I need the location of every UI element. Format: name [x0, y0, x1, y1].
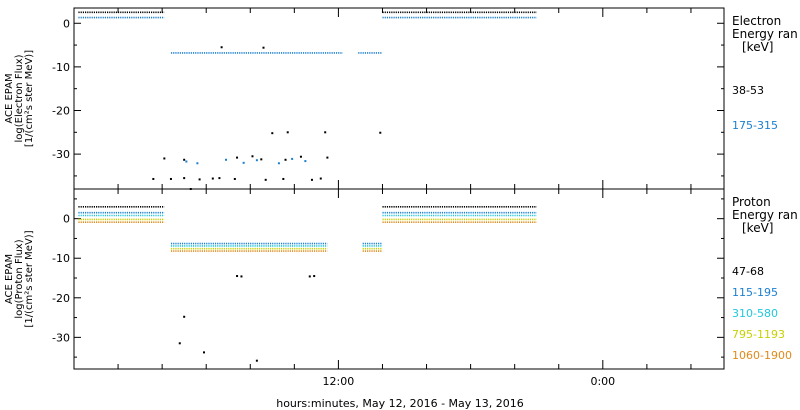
- data-point: [236, 275, 239, 278]
- data-point: [319, 177, 322, 180]
- time-axis-label: hours:minutes, May 12, 2016 - May 13, 20…: [276, 397, 524, 410]
- data-point: [304, 160, 307, 163]
- y-tick-label: -20: [52, 104, 70, 117]
- data-point: [264, 178, 267, 181]
- y-tick-label: -10: [52, 252, 70, 265]
- data-point: [189, 188, 192, 190]
- data-point: [220, 46, 223, 49]
- series-47-68: [78, 188, 537, 362]
- data-point: [310, 178, 313, 181]
- panel-1: 0 -10 -20 -30 ACE EPAMlog(Electron Flux)[1/(…: [4, 7, 798, 190]
- y-axis-label-line: ACE EPAM: [4, 73, 15, 123]
- legend-entry: 47-68: [732, 265, 764, 278]
- data-point: [233, 177, 236, 180]
- data-point: [308, 275, 311, 278]
- data-point: [255, 359, 258, 362]
- data-point: [299, 155, 302, 158]
- data-point: [211, 177, 214, 180]
- data-point: [236, 156, 239, 159]
- data-point: [196, 162, 199, 165]
- legend-units: [keV]: [742, 221, 773, 235]
- data-point: [203, 351, 205, 354]
- data-point: [225, 158, 228, 161]
- y-axis-label-line: [1/(cm²s ster MeV)]: [24, 50, 35, 147]
- data-point: [324, 131, 327, 134]
- y-axis-label: ACE EPAMlog(Proton Flux)[1/(cm²s ster Me…: [4, 230, 35, 327]
- y-axis-label-line: log(Proton Flux): [14, 239, 25, 318]
- legend-subtitle: Energy ran: [732, 27, 798, 41]
- data-point: [169, 177, 172, 180]
- y-axis-label-line: [1/(cm²s ster MeV)]: [24, 230, 35, 327]
- data-point: [185, 160, 188, 163]
- plot-frame: [73, 7, 725, 190]
- data-point: [152, 177, 155, 180]
- panel-2: 0 -10 -20 -30 ACE EPAMlog(Proton Flux)[1/(cm…: [4, 188, 798, 370]
- legend-title: Electron: [732, 14, 781, 28]
- data-point: [251, 155, 254, 158]
- x-tick-label: 12:00: [323, 375, 355, 388]
- y-tick-label: -20: [52, 292, 70, 305]
- data-point: [282, 177, 285, 180]
- data-point: [242, 161, 245, 164]
- data-point: [163, 157, 166, 160]
- series-38-53: [78, 11, 537, 181]
- data-point: [286, 131, 289, 134]
- data-point: [183, 177, 186, 180]
- series-795-1193: [78, 218, 537, 250]
- data-point: [313, 275, 316, 278]
- data-point: [271, 132, 274, 135]
- plot-frame: [73, 188, 725, 370]
- legend-entry: 175-315: [732, 119, 778, 132]
- series-175-315: [78, 16, 537, 165]
- data-point: [183, 315, 186, 318]
- data-point: [326, 156, 329, 159]
- y-tick-label: -10: [52, 61, 70, 74]
- data-point: [218, 177, 221, 180]
- time-axis: 12:00 0:00: [73, 8, 692, 388]
- legend-entry: 115-195: [732, 286, 778, 299]
- data-point: [284, 158, 287, 161]
- y-axis-label-line: ACE EPAM: [4, 254, 15, 304]
- series-115-195: [78, 211, 537, 245]
- y-axis-label-line: log(Electron Flux): [14, 54, 25, 142]
- legend-entry: 38-53: [732, 84, 764, 97]
- legend-title: Proton: [732, 195, 771, 209]
- data-point: [260, 158, 263, 161]
- data-point: [183, 158, 186, 161]
- data-point: [262, 46, 265, 49]
- data-point: [198, 178, 201, 181]
- legend-entry: 1060-1900: [732, 349, 792, 362]
- y-tick-label: -30: [52, 331, 70, 344]
- data-point: [255, 159, 258, 162]
- y-tick-label: 0: [63, 213, 70, 226]
- data-point: [291, 157, 294, 160]
- data-point: [240, 275, 243, 278]
- legend-entry: 795-1193: [732, 328, 785, 341]
- legend-units: [keV]: [742, 40, 773, 54]
- y-tick-label: -30: [52, 148, 70, 161]
- data-point: [379, 131, 382, 134]
- series-310-580: [78, 214, 537, 247]
- y-axis-label: ACE EPAMlog(Electron Flux)[1/(cm²s ster …: [4, 50, 35, 147]
- series-1060-1900: [78, 221, 537, 252]
- y-tick-label: 0: [63, 17, 70, 30]
- legend-subtitle: Energy ran: [732, 208, 798, 222]
- legend-entry: 310-580: [732, 307, 778, 320]
- data-point: [277, 162, 280, 165]
- x-tick-label: 0:00: [590, 375, 615, 388]
- data-point: [178, 342, 181, 345]
